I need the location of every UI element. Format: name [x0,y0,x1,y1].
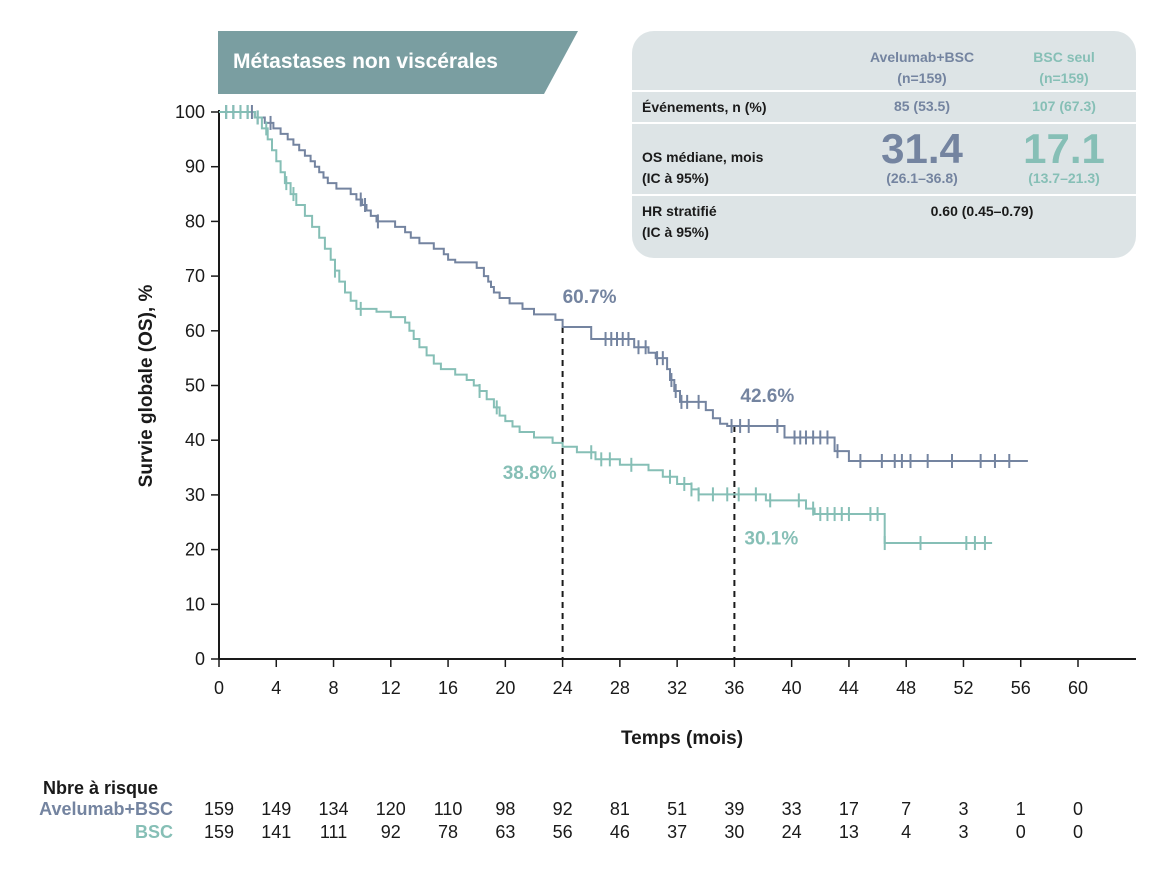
y-tick-label: 60 [185,321,205,341]
x-tick-label: 24 [553,678,573,698]
annotation-label: 30.1% [744,528,798,549]
hr-label: HR stratifié (IC à 95%) [642,203,717,240]
divider [632,194,1136,196]
risk-value: 56 [552,822,573,842]
risk-value: 149 [261,799,292,819]
events-avelumab: 85 (53.5) [893,98,951,114]
risk-value: 3 [958,799,969,819]
annotation-label: 38.8% [503,463,557,484]
x-tick-label: 28 [610,678,630,698]
risk-value: 46 [609,822,630,842]
risk-value: 37 [667,822,688,842]
x-axis-title: Temps (mois) [621,728,743,749]
y-axis-title: Survie globale (OS), % [136,285,157,488]
risk-value: 7 [901,799,912,819]
x-tick-label: 16 [438,678,458,698]
panel-title: Métastases non viscérales [233,50,498,73]
risk-value: 3 [958,822,969,842]
events-bsc: 107 (67.3) [1032,98,1096,114]
risk-value: 0 [1072,822,1084,842]
median-avelumab: 31.4 [881,125,963,172]
risk-value: 0 [1015,822,1026,842]
risk-value: 1 [1015,799,1026,819]
risk-value: 4 [901,822,912,842]
x-tick-label: 36 [724,678,744,698]
risk-value: 33 [781,799,802,819]
risk-value: 78 [438,822,459,842]
risk-value: 159 [203,822,235,842]
risk-value: 30 [724,822,745,842]
x-tick-label: 56 [1011,678,1031,698]
curve-avelumab [219,111,1028,462]
risk-value: 120 [375,799,406,819]
y-tick-label: 80 [185,211,205,231]
censor-marks [225,105,1011,551]
x-tick-label: 40 [782,678,802,698]
survival-curves [219,111,1028,544]
y-tick-label: 100 [175,102,205,122]
risk-value: 63 [495,822,516,842]
median-label: OS médiane, mois (IC à 95%) [642,149,764,186]
y-tick-label: 30 [185,485,205,505]
stats-box: Avelumab+BSC (n=159) BSC seul (n=159) Év… [632,31,1136,258]
hr-value: 0.60 (0.45–0.79) [930,203,1034,219]
y-tick-label: 90 [185,157,205,177]
y-tick-label: 0 [195,649,205,669]
risk-value: 110 [433,799,463,819]
annotations: 60.7% 42.6% 38.8% 30.1% [503,287,799,549]
col-header-avelumab: Avelumab+BSC (n=159) [869,49,975,86]
divider [632,90,1136,92]
risk-value: 39 [724,799,745,819]
risk-label-bsc: BSC [134,822,173,842]
x-tick-label: 8 [329,678,339,698]
annotation-label: 42.6% [740,386,794,407]
risk-value: 0 [1072,799,1084,819]
risk-value: 81 [609,799,630,819]
col-header-bsc: BSC seul (n=159) [1033,49,1095,86]
y-tick-label: 40 [185,430,205,450]
panel-title-ribbon [218,31,578,94]
x-tick-label: 20 [495,678,515,698]
ci-bsc: (13.7–21.3) [1028,170,1100,186]
risk-value: 24 [781,822,802,842]
risk-value: 141 [261,822,292,842]
x-tick-label: 0 [214,678,224,698]
risk-value: 159 [203,799,235,819]
risk-value: 51 [667,799,688,819]
median-bsc: 17.1 [1023,125,1105,172]
events-label: Événements, n (%) [642,99,767,115]
y-tick-label: 70 [185,266,205,286]
annotation-label: 60.7% [563,287,617,308]
x-tick-label: 60 [1068,678,1088,698]
ci-avelumab: (26.1–36.8) [886,170,958,186]
y-tick-label: 10 [185,594,205,614]
x-tick-label: 52 [953,678,973,698]
divider [632,122,1136,124]
curve-bsc [219,111,993,544]
risk-label-avelumab: Avelumab+BSC [39,799,173,819]
x-tick-label: 4 [271,678,281,698]
risk-value: 98 [495,799,516,819]
risk-value: 111 [319,822,348,842]
risk-value: 17 [838,799,859,819]
x-tick-label: 32 [667,678,687,698]
x-tick-label: 12 [381,678,401,698]
risk-value: 92 [380,822,401,842]
reference-lines [561,326,736,659]
risk-value: 13 [838,822,859,842]
axes: 0 4 8 12 16 20 24 28 32 36 40 44 48 52 56 6001020304050… [175,102,1136,698]
x-tick-label: 44 [839,678,859,698]
risk-table-title: Nbre à risque [43,778,159,798]
risk-value: 92 [552,799,573,819]
y-tick-label: 20 [185,540,205,560]
x-tick-label: 48 [896,678,916,698]
risk-value: 134 [318,799,349,819]
y-tick-label: 50 [185,376,205,396]
